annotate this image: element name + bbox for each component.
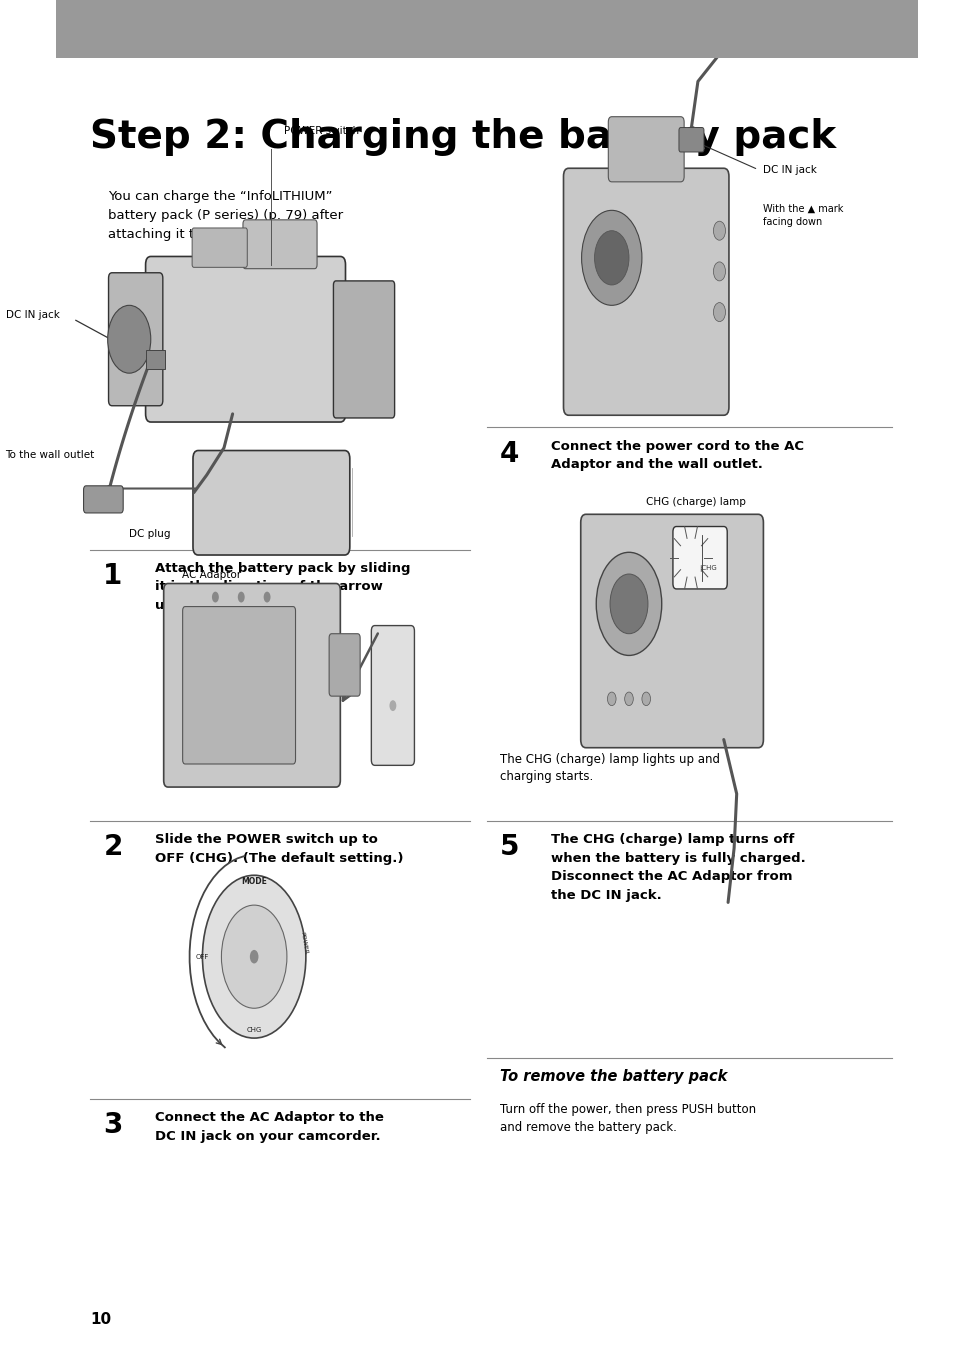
Circle shape [202, 875, 306, 1038]
FancyBboxPatch shape [243, 220, 316, 269]
FancyBboxPatch shape [672, 527, 726, 589]
Circle shape [713, 221, 724, 240]
Text: Connect the power cord to the AC
Adaptor and the wall outlet.: Connect the power cord to the AC Adaptor… [551, 440, 803, 471]
FancyBboxPatch shape [679, 128, 703, 152]
Circle shape [212, 592, 218, 603]
Text: The CHG (charge) lamp lights up and
charging starts.: The CHG (charge) lamp lights up and char… [499, 753, 719, 783]
Text: DC plug: DC plug [129, 529, 171, 539]
Text: With the ▲ mark
facing down: With the ▲ mark facing down [761, 204, 842, 227]
Text: POWER switch: POWER switch [284, 126, 359, 136]
Text: 2: 2 [103, 833, 123, 862]
Text: MODE: MODE [241, 877, 267, 886]
Text: 4: 4 [499, 440, 518, 468]
FancyBboxPatch shape [329, 634, 360, 696]
FancyBboxPatch shape [182, 607, 295, 764]
Text: CHG: CHG [246, 1027, 261, 1033]
Text: DC IN jack: DC IN jack [7, 309, 60, 320]
FancyBboxPatch shape [164, 584, 340, 787]
Bar [147, 350, 165, 369]
Circle shape [594, 231, 628, 285]
Text: Step 2: Charging the battery pack: Step 2: Charging the battery pack [91, 118, 836, 156]
Text: OFF: OFF [195, 954, 209, 959]
FancyBboxPatch shape [334, 281, 395, 418]
FancyBboxPatch shape [371, 626, 414, 765]
Text: You can charge the “InfoLITHIUM”
battery pack (P series) (p. 79) after
attaching: You can charge the “InfoLITHIUM” battery… [108, 190, 342, 242]
Circle shape [237, 592, 244, 603]
FancyBboxPatch shape [608, 117, 683, 182]
FancyBboxPatch shape [563, 168, 728, 415]
Circle shape [263, 592, 271, 603]
Text: DC IN jack: DC IN jack [761, 164, 816, 175]
Circle shape [581, 210, 641, 305]
Circle shape [596, 552, 661, 655]
Text: 3: 3 [103, 1111, 123, 1140]
Text: To remove the battery pack: To remove the battery pack [499, 1069, 726, 1084]
Text: Connect the AC Adaptor to the
DC IN jack on your camcorder.: Connect the AC Adaptor to the DC IN jack… [155, 1111, 383, 1143]
Text: 5: 5 [499, 833, 518, 862]
FancyBboxPatch shape [192, 228, 247, 267]
Text: CHG (charge) lamp: CHG (charge) lamp [645, 497, 745, 506]
FancyBboxPatch shape [84, 486, 123, 513]
Circle shape [221, 905, 287, 1008]
Circle shape [609, 574, 647, 634]
FancyBboxPatch shape [193, 451, 350, 555]
Circle shape [624, 692, 633, 706]
Text: 10: 10 [91, 1312, 112, 1327]
Text: POWER: POWER [298, 931, 308, 955]
Text: AC Adaptor: AC Adaptor [181, 570, 240, 579]
Bar [56, 0, 917, 58]
Text: |CHG: |CHG [699, 565, 717, 573]
Circle shape [641, 692, 650, 706]
Text: To the wall outlet: To the wall outlet [6, 449, 94, 460]
Text: Slide the POWER switch up to
OFF (CHG). (The default setting.): Slide the POWER switch up to OFF (CHG). … [155, 833, 403, 864]
FancyBboxPatch shape [580, 514, 762, 748]
FancyBboxPatch shape [109, 273, 163, 406]
Circle shape [250, 950, 258, 963]
Text: Turn off the power, then press PUSH button
and remove the battery pack.: Turn off the power, then press PUSH butt… [499, 1103, 755, 1133]
Circle shape [713, 262, 724, 281]
Circle shape [108, 305, 151, 373]
Circle shape [389, 700, 395, 711]
Text: The CHG (charge) lamp turns off
when the battery is fully charged.
Disconnect th: The CHG (charge) lamp turns off when the… [551, 833, 805, 901]
Text: Attach the battery pack by sliding
it in the direction of the arrow
until it cli: Attach the battery pack by sliding it in… [155, 562, 410, 612]
FancyBboxPatch shape [146, 256, 345, 422]
Circle shape [713, 303, 724, 322]
Circle shape [607, 692, 616, 706]
Text: 1: 1 [103, 562, 123, 590]
